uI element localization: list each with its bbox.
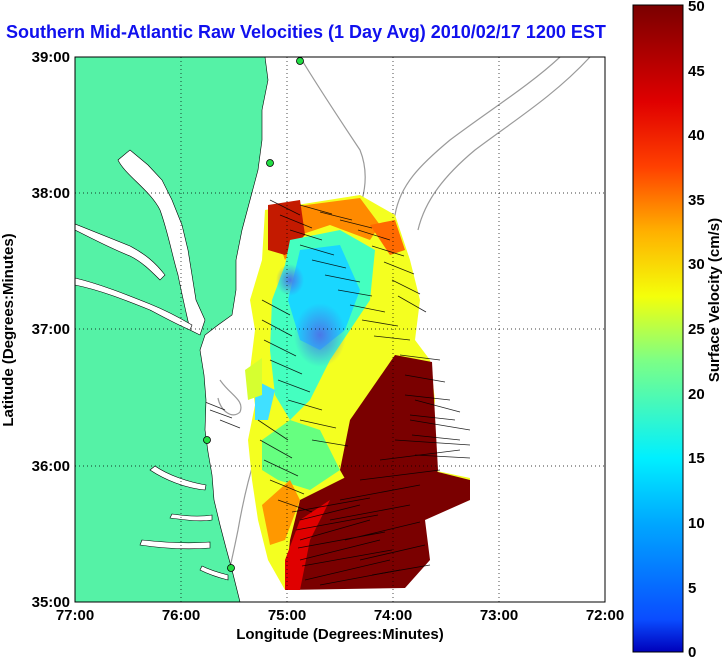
y-axis-label: Latitude (Degrees:Minutes) <box>0 233 17 426</box>
colorbar-tick: 25 <box>688 321 705 338</box>
x-tick: 77:00 <box>56 607 94 624</box>
colorbar-tick: 45 <box>688 63 705 80</box>
x-tick: 72:00 <box>586 607 624 624</box>
y-axis-ticks: 39:00 38:00 37:00 36:00 35:00 <box>32 49 70 611</box>
current-vectors <box>199 199 471 586</box>
y-tick: 36:00 <box>32 458 70 475</box>
colorbar-tick: 20 <box>688 386 705 403</box>
gridlines <box>75 57 605 602</box>
station-site-1 <box>296 57 304 65</box>
colorbar-ticks: 0 5 10 15 20 25 30 35 40 45 50 <box>688 0 705 659</box>
plot-frame <box>74 56 606 603</box>
colorbar-tick: 30 <box>688 256 705 273</box>
colorbar-tick: 5 <box>688 580 696 597</box>
velocity-field <box>245 195 470 590</box>
radar-stations <box>203 57 304 572</box>
x-tick: 75:00 <box>268 607 306 624</box>
map-title: Southern Mid-Atlantic Raw Velocities (1 … <box>6 22 606 42</box>
x-axis-ticks: 77:00 76:00 75:00 74:00 73:00 72:00 <box>56 607 624 624</box>
colorbar-tick: 10 <box>688 515 705 532</box>
colorbar-tick: 35 <box>688 192 705 209</box>
station-site-3 <box>203 436 211 444</box>
colorbar-label: Surface Velocity (cm/s) <box>706 218 723 382</box>
station-site-2 <box>266 159 274 167</box>
y-tick: 35:00 <box>32 594 70 611</box>
y-tick: 37:00 <box>32 321 70 338</box>
x-tick: 74:00 <box>374 607 412 624</box>
chesapeake-bay <box>74 149 229 581</box>
x-tick: 76:00 <box>162 607 200 624</box>
y-tick: 39:00 <box>32 49 70 66</box>
station-site-4 <box>227 564 235 572</box>
colorbar-tick: 15 <box>688 450 705 467</box>
colorbar-tick: 0 <box>688 644 696 659</box>
colorbar-tick: 40 <box>688 127 705 144</box>
x-axis-label: Longitude (Degrees:Minutes) <box>236 626 444 643</box>
colorbar-tick: 50 <box>688 0 705 15</box>
colorbar <box>632 4 684 653</box>
y-tick: 38:00 <box>32 185 70 202</box>
x-tick: 73:00 <box>480 607 518 624</box>
